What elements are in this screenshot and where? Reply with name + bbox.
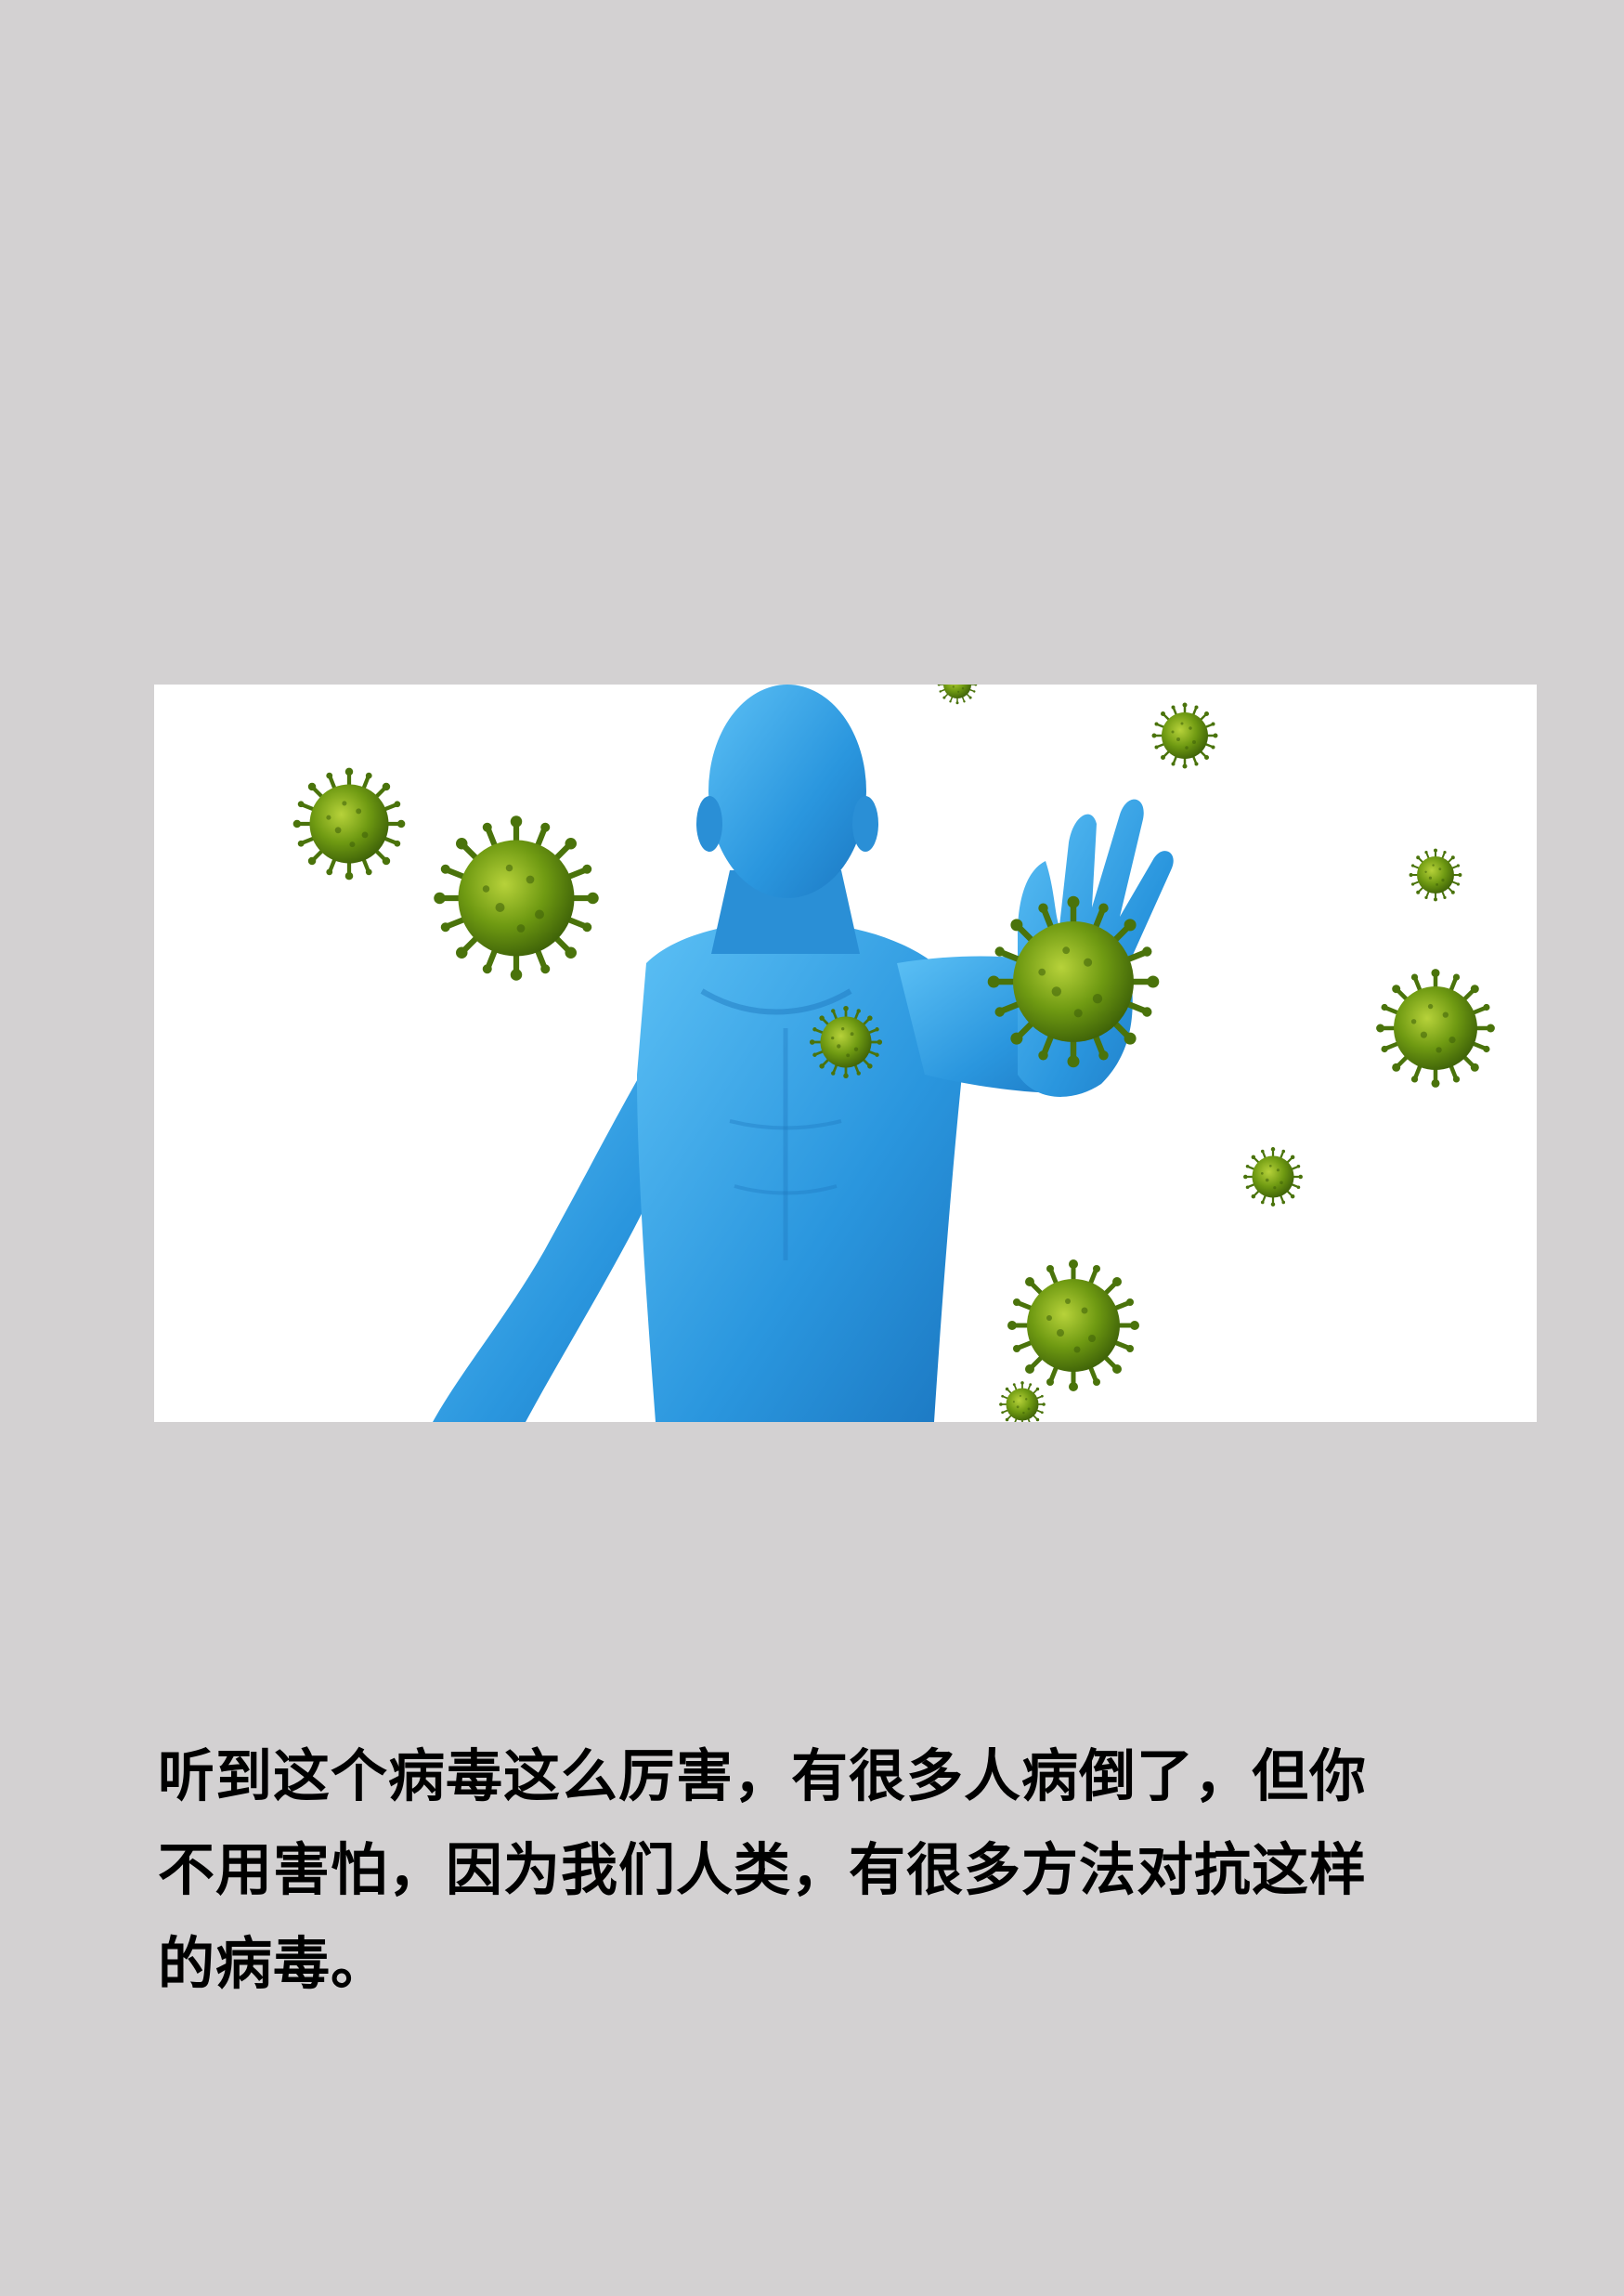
body-paragraph: 听到这个病毒这么厉害，有很多人病倒了，但你 不用害怕，因为我们人类，有很多方法对… (158, 1729, 1495, 2011)
virus-4 (988, 896, 1160, 1068)
virus-7 (1376, 969, 1495, 1088)
virus-8 (1241, 1145, 1305, 1208)
body-line-1: 听到这个病毒这么厉害，有很多人病倒了，但你 (158, 1743, 1368, 1809)
virus-5 (1150, 701, 1219, 770)
virus-2 (434, 815, 599, 981)
virus-3 (808, 1004, 884, 1080)
virus-6 (1408, 847, 1463, 903)
illustration-svg (154, 685, 1537, 1422)
virus-9 (1007, 1259, 1139, 1391)
virus-1 (293, 768, 406, 881)
virus-11 (936, 685, 979, 706)
body-line-3: 的病毒。 (158, 1931, 389, 1997)
illustration-human-blocking-viruses (154, 685, 1537, 1422)
body-line-2: 不用害怕，因为我们人类，有很多方法对抗这样 (158, 1837, 1368, 1903)
virus-10 (998, 1380, 1046, 1422)
